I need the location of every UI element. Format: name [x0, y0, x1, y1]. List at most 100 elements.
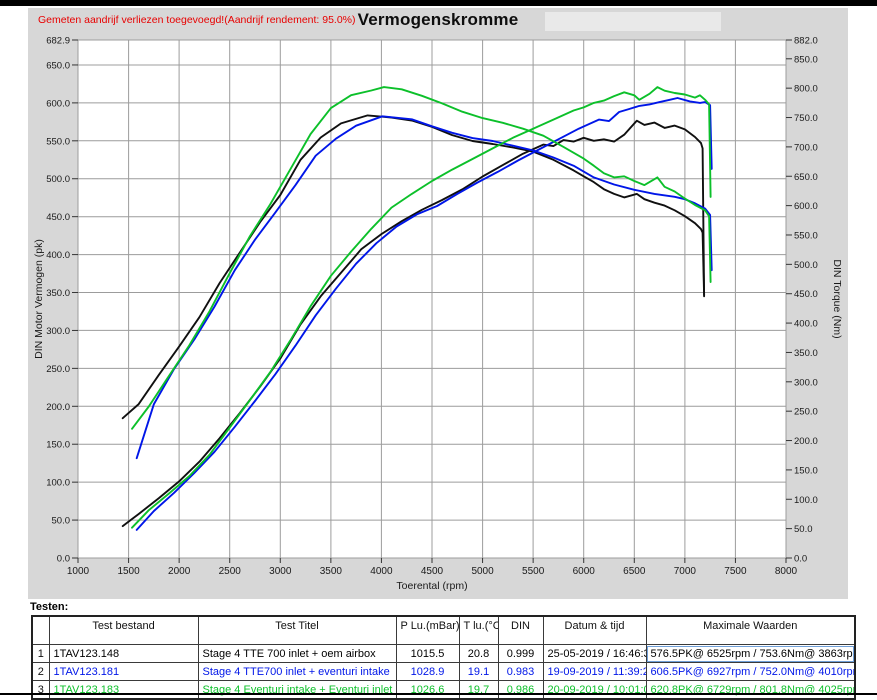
column-header-4: T lu.(°C)	[458, 615, 499, 645]
cell-1[interactable]: Stage 4 Eventuri intake + Eventuri inlet	[197, 680, 397, 700]
cell-6[interactable]: 576.5PK@ 6525rpm / 753.6Nm@ 3863rpm	[645, 644, 856, 663]
tick-label: 400.0	[794, 319, 818, 330]
tick-label: 200.0	[794, 436, 818, 447]
row-number: 1	[31, 644, 50, 663]
tick-label: 850.0	[794, 54, 818, 65]
tests-section-label: Testen:	[30, 601, 69, 613]
tick-label: 100.0	[794, 495, 818, 506]
cell-3[interactable]: 20.8	[458, 644, 499, 663]
column-header-6: Datum & tijd	[542, 615, 647, 645]
cell-4[interactable]: 0.999	[497, 644, 544, 663]
axes-labels: 682.9 650.0 600.0 550.0 500.0 450.0 400.0 350.0…	[33, 36, 843, 593]
tick-label: 0.0	[57, 554, 70, 565]
tests-table-header-row: Test bestand Test Titel P Lu.(mBar) T lu.(°…	[31, 615, 856, 645]
cell-2[interactable]: 1028.9	[395, 662, 460, 681]
test-row-3[interactable]: 3 1TAV123.183 Stage 4 Eventuri intake + Ev…	[31, 680, 856, 700]
top-border-bar	[0, 0, 877, 6]
power-curve-chart: 682.9 650.0 600.0 550.0 500.0 450.0 400.0 350.0…	[33, 36, 843, 593]
tick-label: 450.0	[794, 289, 818, 300]
tick-label: 100.0	[46, 478, 70, 489]
right-axis-title: DIN Torque (Nm)	[831, 259, 843, 338]
cell-6[interactable]: 606.5PK@ 6927rpm / 752.0Nm@ 4010rpm	[645, 662, 856, 681]
tick-label: 1500	[117, 566, 140, 577]
cell-4[interactable]: 0.986	[497, 680, 544, 700]
left-axis-title: DIN Motor Vermogen (pk)	[33, 239, 45, 359]
cell-5[interactable]: 20-09-2019 / 10:01:08	[542, 680, 647, 700]
cell-6[interactable]: 620.8PK@ 6729rpm / 801.8Nm@ 4025rpm	[645, 680, 856, 700]
cell-5[interactable]: 25-05-2019 / 16:46:36	[542, 644, 647, 663]
tick-label: 500.0	[46, 174, 70, 185]
tick-label: 600.0	[46, 98, 70, 109]
cell-2[interactable]: 1015.5	[395, 644, 460, 663]
tick-label: 550.0	[794, 230, 818, 241]
cell-1[interactable]: Stage 4 TTE700 inlet + eventuri intake	[197, 662, 397, 681]
tests-table: Test bestand Test Titel P Lu.(mBar) T lu.(°…	[31, 615, 856, 700]
tick-label: 450.0	[46, 212, 70, 223]
row-number: 2	[31, 662, 50, 681]
tick-label: 250.0	[46, 364, 70, 375]
tick-label: 4000	[370, 566, 393, 577]
tick-label: 50.0	[794, 524, 813, 535]
tick-label: 5000	[471, 566, 494, 577]
tick-label: 250.0	[794, 407, 818, 418]
tick-label: 8000	[775, 566, 798, 577]
tick-label: 200.0	[46, 402, 70, 413]
tick-label: 700.0	[794, 142, 818, 153]
tick-label: 800.0	[794, 84, 818, 95]
tick-label: 7000	[674, 566, 697, 577]
tick-label: 4500	[421, 566, 444, 577]
tick-label: 300.0	[46, 326, 70, 337]
chart-title: Vermogenskromme	[357, 10, 519, 29]
tick-label: 1000	[67, 566, 90, 577]
column-header-1: Test bestand	[48, 615, 199, 645]
test-row-2[interactable]: 2 1TAV123.181 Stage 4 TTE700 inlet + event…	[31, 662, 856, 681]
tick-label: 150.0	[794, 465, 818, 476]
cell-4[interactable]: 0.983	[497, 662, 544, 681]
row-number: 3	[31, 680, 50, 700]
column-header-3: P Lu.(mBar)	[395, 615, 460, 645]
tick-label: 682.9	[46, 36, 70, 47]
curve-power-green	[131, 86, 712, 529]
cell-0[interactable]: 1TAV123.148	[48, 644, 199, 663]
tick-label: 50.0	[52, 516, 71, 527]
tick-label: 650.0	[794, 172, 818, 183]
tick-label: 550.0	[46, 136, 70, 147]
tick-label: 882.0	[794, 36, 818, 47]
row-number-column-header	[31, 615, 50, 645]
grid-lines	[77, 40, 787, 558]
tick-label: 750.0	[794, 113, 818, 124]
cell-3[interactable]: 19.1	[458, 662, 499, 681]
column-header-7: Maximale Waarden	[645, 615, 856, 645]
tick-label: 650.0	[46, 60, 70, 71]
tick-label: 6000	[573, 566, 596, 577]
cell-3[interactable]: 19.7	[458, 680, 499, 700]
cell-0[interactable]: 1TAV123.181	[48, 662, 199, 681]
tick-label: 600.0	[794, 201, 818, 212]
tick-label: 5500	[522, 566, 545, 577]
test-row-1[interactable]: 1 1TAV123.148 Stage 4 TTE 700 inlet + oem …	[31, 644, 856, 663]
column-header-5: DIN	[497, 615, 544, 645]
watermark-box	[545, 12, 721, 31]
tick-label: 3000	[269, 566, 292, 577]
tick-label: 300.0	[794, 377, 818, 388]
curve-power-blue	[135, 97, 713, 531]
tick-label: 500.0	[794, 260, 818, 271]
tick-label: 150.0	[46, 440, 70, 451]
curve-torque-blue	[135, 115, 713, 460]
tick-label: 0.0	[794, 554, 807, 565]
column-header-2: Test Titel	[197, 615, 397, 645]
cell-2[interactable]: 1026.6	[395, 680, 460, 700]
tick-label: 7500	[724, 566, 747, 577]
cell-1[interactable]: Stage 4 TTE 700 inlet + oem airbox	[197, 644, 397, 663]
dyno-curves	[121, 86, 713, 531]
tick-label: 6500	[623, 566, 646, 577]
dyno-chart-panel: Gemeten aandrijf verliezen toegevoegd!(A…	[28, 8, 848, 599]
cell-0[interactable]: 1TAV123.183	[48, 680, 199, 700]
tick-label: 400.0	[46, 250, 70, 261]
bottom-border-bar	[0, 693, 877, 695]
tick-label: 350.0	[794, 348, 818, 359]
cell-5[interactable]: 19-09-2019 / 11:39:20	[542, 662, 647, 681]
tick-label: 350.0	[46, 288, 70, 299]
x-axis-title: Toerental (rpm)	[396, 580, 467, 592]
drivetrain-loss-warning-text: Gemeten aandrijf verliezen toegevoegd!(A…	[38, 14, 356, 26]
